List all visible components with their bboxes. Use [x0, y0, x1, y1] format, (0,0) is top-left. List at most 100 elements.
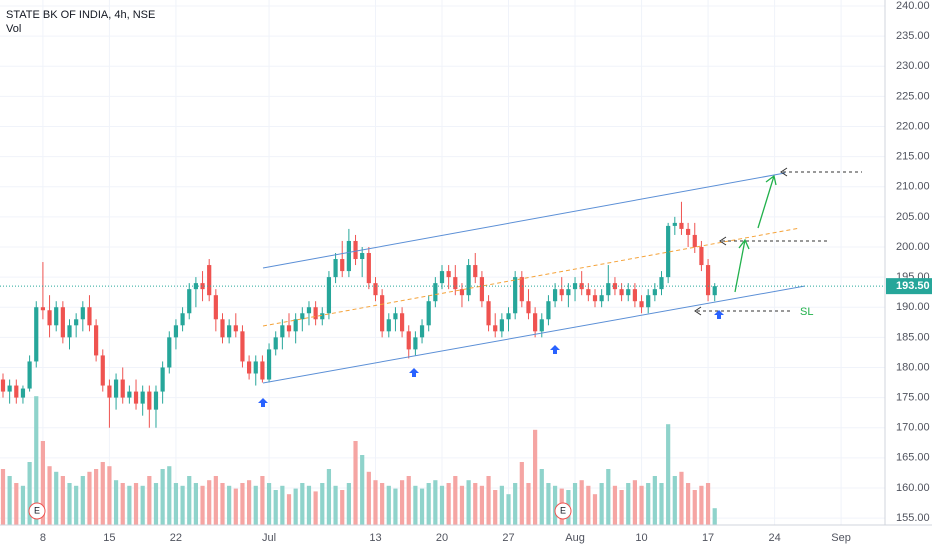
volume-bar — [113, 480, 119, 525]
volume-bar — [466, 480, 471, 525]
up-arrows — [258, 310, 724, 407]
candles — [0, 201, 717, 428]
volume-bar — [360, 455, 365, 525]
y-tick-label: 215.00 — [896, 151, 930, 163]
candle-body — [499, 319, 504, 332]
candle-body — [306, 307, 312, 314]
volume-bar — [592, 494, 598, 525]
volume-bar — [533, 429, 538, 525]
volume-bar — [67, 483, 72, 525]
x-tick-label: 10 — [635, 532, 647, 544]
y-tick-label: 225.00 — [896, 90, 930, 102]
volume-bar — [293, 488, 298, 525]
candle-body — [0, 379, 6, 392]
volume-bar — [599, 483, 604, 525]
volume-bar — [373, 480, 378, 525]
volume-bar — [320, 483, 325, 525]
volume-bar — [499, 485, 504, 525]
volume-bar — [380, 483, 385, 525]
earnings-label: E — [34, 505, 40, 515]
candle-body — [619, 289, 624, 296]
candle-body — [586, 289, 591, 296]
volume-bar — [453, 476, 458, 525]
y-tick-label: 155.00 — [896, 512, 930, 524]
volume-bar — [74, 485, 79, 525]
candle-body — [207, 265, 212, 296]
candle-body — [592, 295, 598, 302]
candle-body — [180, 313, 185, 326]
x-tick-label: Jul — [262, 532, 276, 544]
last-price-tag — [886, 278, 932, 295]
volume-bar — [526, 483, 531, 525]
candle-body — [612, 283, 618, 290]
candle-body — [659, 277, 664, 290]
green-arrow — [734, 238, 750, 293]
candle-body — [380, 295, 385, 332]
candle-body — [493, 325, 498, 332]
volume-bar — [493, 490, 498, 525]
candle-body — [140, 391, 145, 404]
volume-bar — [233, 488, 238, 525]
volume-bar — [54, 471, 59, 525]
volume-title: Vol — [6, 23, 21, 35]
candle-body — [14, 385, 19, 398]
candle-body — [346, 240, 351, 272]
y-tick-label: 175.00 — [896, 391, 930, 403]
y-tick-label: 170.00 — [896, 422, 930, 434]
candle-body — [60, 307, 65, 338]
candle-body — [173, 325, 179, 338]
y-tick-label: 165.00 — [896, 452, 930, 464]
candle-body — [506, 313, 511, 320]
volume-bar — [619, 490, 624, 525]
grid — [0, 0, 885, 525]
candle-body — [326, 277, 332, 314]
candle-body — [94, 325, 99, 356]
volume-bar — [459, 485, 465, 525]
candle-body — [399, 313, 405, 332]
y-tick-label: 180.00 — [896, 361, 930, 373]
candle-body — [167, 337, 172, 368]
candle-body — [213, 295, 218, 320]
volume-bar — [40, 441, 46, 525]
candle-body — [133, 391, 139, 404]
candle-body — [486, 301, 491, 326]
volume-bar — [679, 471, 684, 525]
candle-body — [113, 379, 119, 398]
candle-body — [74, 319, 79, 326]
volume-bar — [346, 483, 351, 525]
candle-body — [107, 385, 112, 398]
volume-bar — [153, 483, 159, 525]
volume-bar — [133, 483, 139, 525]
candle-body — [393, 313, 398, 320]
candle-body — [446, 271, 451, 278]
volume-bar — [260, 476, 265, 525]
earnings-marker[interactable] — [28, 502, 46, 520]
volume-bar — [519, 462, 524, 525]
candle-body — [699, 246, 704, 266]
candle-body — [320, 313, 325, 320]
arrowheads — [694, 167, 788, 316]
candle-body — [300, 313, 305, 320]
volume-bar — [326, 469, 332, 525]
volume-bar — [699, 485, 704, 525]
volume-bar — [413, 485, 418, 525]
drawings: SL E E — [28, 167, 862, 520]
volume-bar — [87, 471, 92, 525]
candle-body — [286, 325, 292, 332]
volume-bar — [80, 476, 85, 525]
candle-body — [599, 295, 604, 302]
volume-bar — [100, 462, 105, 525]
candle-body — [572, 283, 578, 290]
x-tick-label: 24 — [768, 532, 780, 544]
candle-body — [340, 259, 345, 272]
candle-body — [233, 325, 238, 332]
volume-bar — [612, 485, 618, 525]
candle-body — [426, 301, 431, 326]
volume-bar — [0, 469, 6, 525]
candle-body — [632, 289, 637, 302]
candle-body — [692, 234, 697, 247]
candle-body — [313, 307, 318, 320]
volume-bar — [247, 480, 252, 525]
earnings-marker[interactable] — [554, 502, 572, 520]
